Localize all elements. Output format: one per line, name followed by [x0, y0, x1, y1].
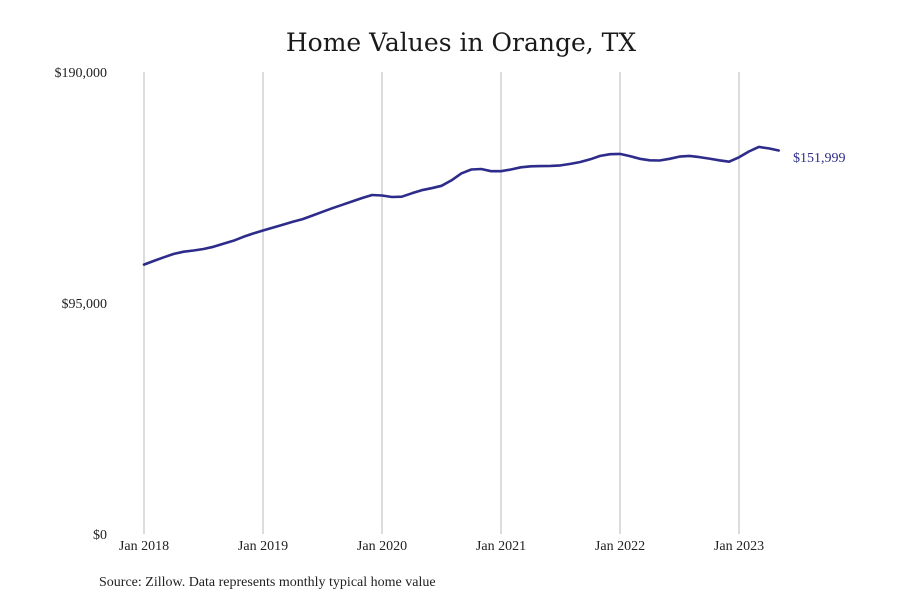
- x-tick-label: Jan 2022: [595, 539, 645, 554]
- x-tick-label: Jan 2019: [238, 539, 288, 554]
- y-tick-label: $190,000: [55, 66, 108, 81]
- x-tick-label: Jan 2023: [714, 539, 764, 554]
- y-tick-label: $95,000: [62, 297, 108, 312]
- x-tick-label: Jan 2018: [119, 539, 169, 554]
- x-tick-label: Jan 2021: [476, 539, 526, 554]
- y-axis-ticks: $0 $95,000 $190,000: [55, 66, 108, 543]
- series-line: [142, 145, 781, 266]
- gridlines: [143, 72, 740, 534]
- end-value-label: $151,999: [793, 151, 846, 166]
- y-tick-label: $0: [93, 528, 107, 543]
- x-axis-ticks: Jan 2018 Jan 2019 Jan 2020 Jan 2021 Jan 2022…: [119, 539, 764, 554]
- x-tick-label: Jan 2020: [357, 539, 407, 554]
- chart-title: Home Values in Orange, TX: [286, 28, 636, 57]
- source-note: Source: Zillow. Data represents monthly …: [99, 575, 436, 590]
- series-layer: [142, 145, 781, 266]
